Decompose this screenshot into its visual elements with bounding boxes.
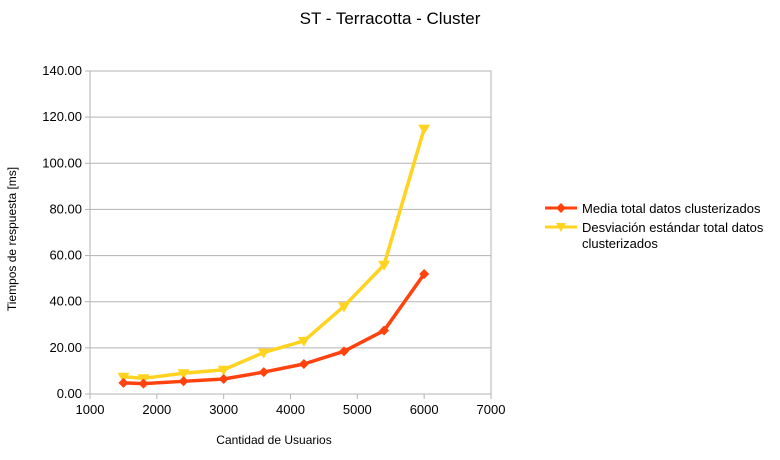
x-tick-label: 4000 xyxy=(276,402,305,417)
series-layer xyxy=(117,124,431,389)
series-line xyxy=(123,273,426,386)
data-point xyxy=(379,325,390,336)
x-tick-label: 2000 xyxy=(142,402,171,417)
data-point xyxy=(378,260,391,271)
legend-item-desviacion: Desviación estándar total datos clusteri… xyxy=(544,220,772,252)
y-tick-label: 80.00 xyxy=(49,201,82,216)
data-point xyxy=(337,302,350,313)
data-point xyxy=(138,378,149,389)
y-tick-label: 40.00 xyxy=(49,294,82,309)
series-line xyxy=(123,128,426,381)
data-point xyxy=(178,376,189,387)
y-tick-label: 120.00 xyxy=(42,109,82,124)
y-tick-label: 140.00 xyxy=(42,63,82,78)
legend-swatch-desviacion xyxy=(545,223,577,232)
y-axis-label: Tiempos de respuesta [ms] xyxy=(5,167,19,311)
x-tick-label: 3000 xyxy=(209,402,238,417)
data-point xyxy=(258,367,269,378)
x-tick-label: 5000 xyxy=(343,402,372,417)
x-tick-label: 7000 xyxy=(477,402,506,417)
data-point xyxy=(177,369,190,380)
x-tick-label: 1000 xyxy=(76,402,105,417)
data-point xyxy=(218,374,229,385)
axis-tick-labels: 0.00 20.00 40.00 60.00 80.00 100.00 120.00 140.… xyxy=(42,63,505,417)
y-tick-label: 0.00 xyxy=(57,386,82,401)
y-tick-label: 100.00 xyxy=(42,155,82,170)
legend-label-desviacion: Desviación estándar total datos clusteri… xyxy=(582,220,764,251)
x-axis-label: Cantidad de Usuarios xyxy=(216,433,331,447)
data-point xyxy=(419,269,430,280)
y-tick-label: 60.00 xyxy=(49,248,82,263)
y-tick-label: 20.00 xyxy=(49,340,82,355)
legend-label-media: Media total datos clusterizados xyxy=(582,201,761,216)
x-tick-label: 6000 xyxy=(410,402,439,417)
data-point xyxy=(418,124,431,135)
data-point xyxy=(117,372,130,383)
chart-title: ST - Terracotta - Cluster xyxy=(299,9,481,28)
data-point xyxy=(118,377,129,388)
data-point xyxy=(298,359,309,370)
legend-swatch-media xyxy=(545,203,577,213)
legend-item-media: Media total datos clusterizados xyxy=(544,201,772,217)
data-point xyxy=(217,365,230,376)
legend: Media total datos clusterizados Desviaci… xyxy=(544,201,772,255)
data-point xyxy=(257,348,270,359)
data-point xyxy=(297,336,310,347)
data-point xyxy=(338,346,349,357)
